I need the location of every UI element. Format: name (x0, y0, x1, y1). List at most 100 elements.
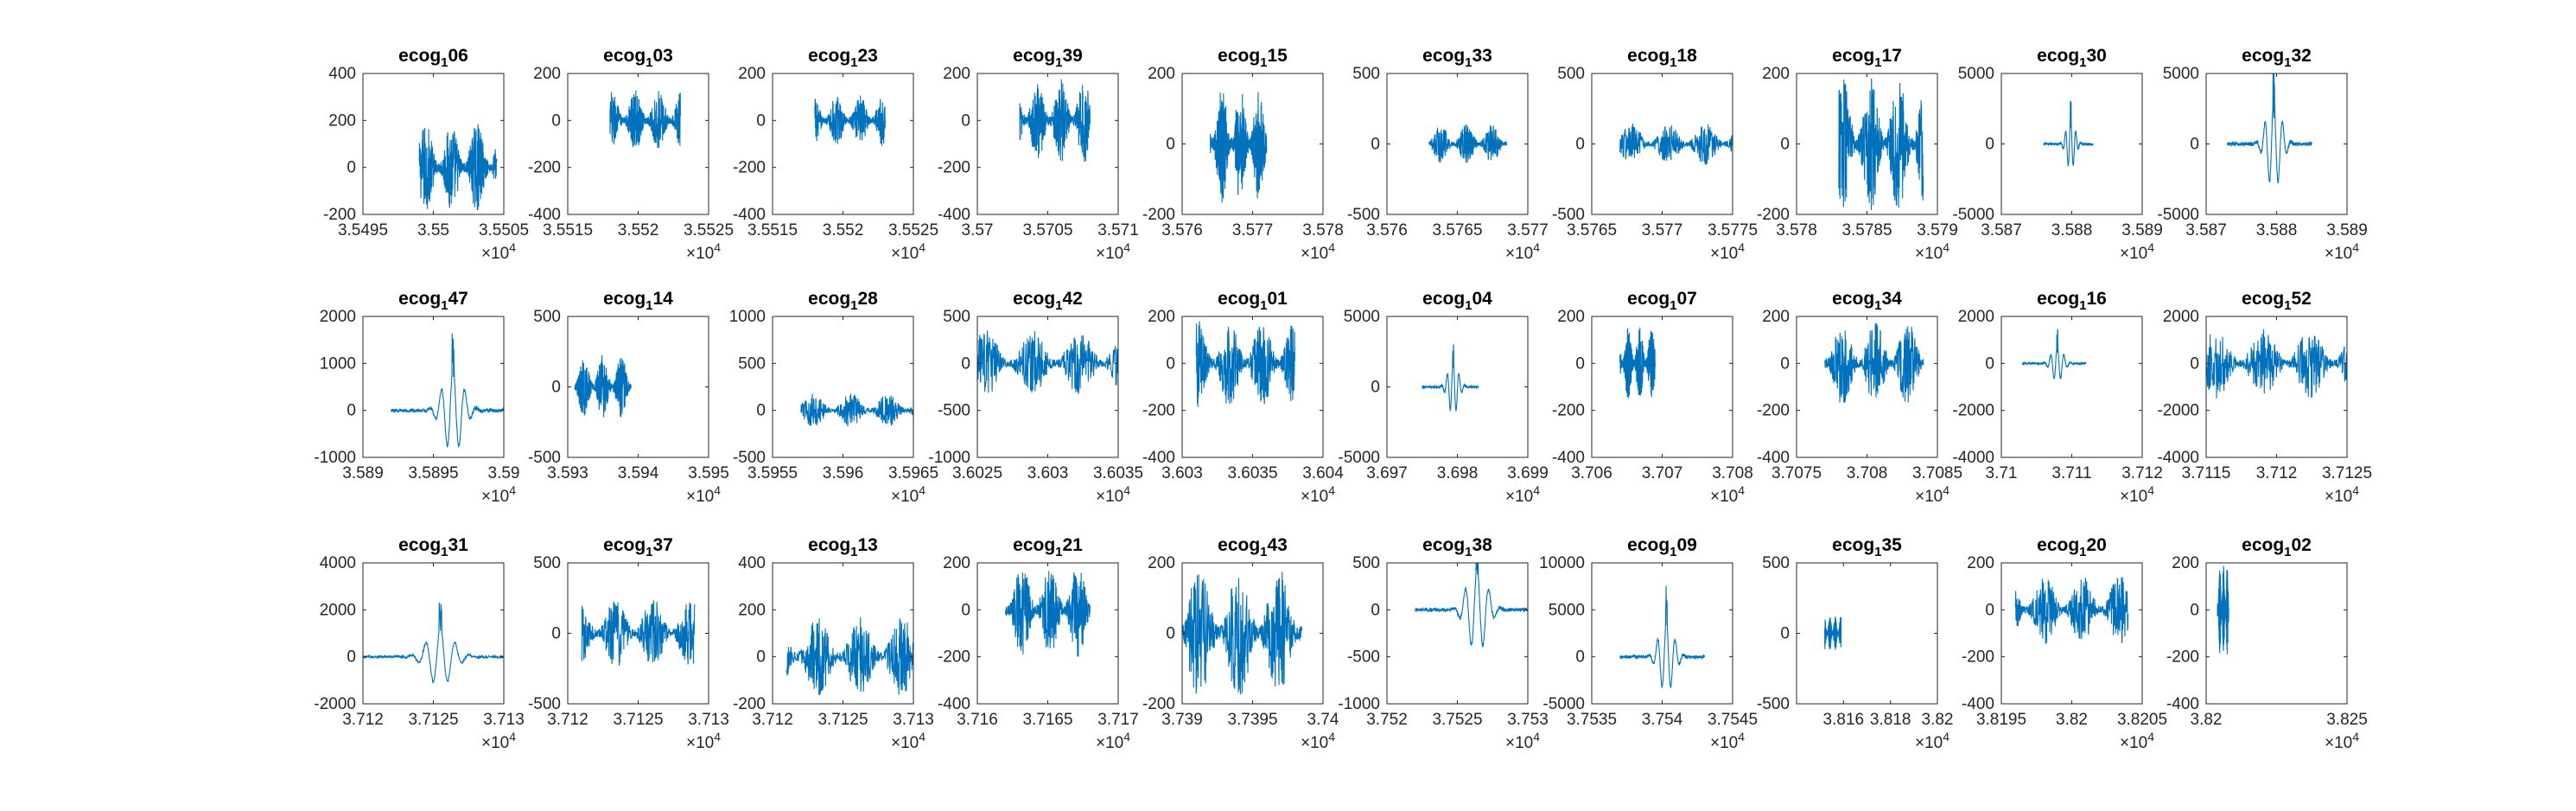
y-tick-label: 2000 (320, 601, 356, 619)
x-exponent-label: ×104 (481, 240, 516, 263)
subplot-20: ecog120 -400 -200 0 200 3.8195 3.82 3.8205×104 (1962, 535, 2167, 752)
x-tick-label: 3.71 (1986, 464, 2018, 482)
x-tick-label: 3.825 (2326, 711, 2368, 729)
subplot-title: ecog106 (398, 46, 468, 70)
y-tick-label: 5000 (1344, 308, 1380, 326)
subplot-title: ecog102 (2242, 535, 2312, 559)
subplot-07: ecog107 -400 -200 0 200 3.706 3.707 3.708×104 (1552, 289, 1753, 506)
y-tick-label: -200 (323, 206, 356, 224)
subplot-28: ecog128 -500 0 500 1000 3.5955 3.596 3.5965×104 (729, 289, 938, 506)
x-tick-label: 3.7075 (1771, 464, 1822, 482)
y-tick-label: 0 (1985, 601, 1994, 619)
x-exponent-label: ×104 (1915, 483, 1949, 506)
subplot-title: ecog104 (1422, 289, 1492, 313)
signal-trace (581, 600, 696, 666)
y-tick-label: -500 (528, 449, 561, 467)
signal-trace (1824, 322, 1924, 403)
x-tick-label: 3.82 (2056, 711, 2088, 729)
x-exponent-label: ×104 (2325, 240, 2359, 263)
y-tick-label: 0 (1780, 354, 1790, 373)
subplot-03: ecog103 -400 -200 0 200 3.5515 3.552 3.5525×104 (528, 46, 734, 263)
y-tick-label: -200 (1757, 402, 1790, 420)
y-tick-label: 500 (533, 308, 561, 326)
subplot-title: ecog123 (808, 46, 878, 70)
y-tick-label: 200 (738, 601, 766, 619)
x-exponent-label: ×104 (481, 483, 516, 506)
x-exponent-label: ×104 (1096, 730, 1130, 752)
y-tick-label: -200 (938, 648, 970, 667)
signal-trace (1619, 123, 1733, 165)
subplot-title: ecog117 (1832, 46, 1902, 70)
x-tick-label: 3.739 (1161, 711, 1203, 729)
subplot-title: ecog107 (1627, 289, 1697, 313)
x-tick-label: 3.578 (1776, 221, 1817, 239)
y-tick-label: 0 (1575, 136, 1585, 154)
x-exponent-label: ×104 (1096, 483, 1130, 506)
y-tick-label: 200 (943, 554, 970, 572)
subplot-18: ecog118 -500 0 500 3.5765 3.577 3.5775×104 (1552, 46, 1758, 263)
signal-trace (786, 616, 913, 695)
x-exponent-label: ×104 (686, 730, 721, 752)
x-tick-label: 3.7125 (2322, 464, 2372, 482)
y-tick-label: 0 (2190, 354, 2199, 373)
subplot-title: ecog138 (1422, 535, 1492, 559)
y-tick-label: 200 (738, 65, 766, 83)
x-tick-label: 3.816 (1823, 711, 1865, 729)
subplot-31: ecog131 -2000 0 2000 4000 3.712 3.7125 3.713×10… (314, 535, 524, 752)
x-tick-label: 3.7525 (1432, 711, 1482, 729)
subplot-title: ecog134 (1832, 289, 1902, 313)
y-tick-label: -400 (528, 206, 561, 224)
y-tick-label: -500 (1552, 206, 1585, 224)
axes-box (2205, 562, 2348, 705)
x-tick-label: 3.589 (2326, 221, 2368, 239)
signal-trace (1005, 571, 1091, 657)
y-tick-label: 0 (756, 112, 766, 130)
x-tick-label: 3.7125 (817, 711, 868, 729)
y-tick-label: -400 (733, 206, 766, 224)
y-tick-label: -200 (733, 159, 766, 177)
y-tick-label: 0 (551, 379, 561, 397)
x-tick-label: 3.707 (1642, 464, 1683, 482)
x-tick-label: 3.713 (688, 711, 729, 729)
x-tick-label: 3.5965 (888, 464, 938, 482)
y-tick-label: 0 (1985, 354, 1994, 373)
x-tick-label: 3.712 (752, 711, 793, 729)
y-tick-label: -200 (1142, 402, 1175, 420)
y-tick-label: 0 (1985, 136, 1994, 154)
x-tick-label: 3.5895 (408, 464, 458, 482)
subplot-34: ecog134 -400 -200 0 200 3.7075 3.708 3.7085×104 (1757, 289, 1962, 506)
x-exponent-label: ×104 (2325, 730, 2359, 752)
y-tick-label: 500 (943, 308, 970, 326)
y-tick-label: -500 (1757, 695, 1790, 713)
signal-trace (363, 602, 504, 685)
x-tick-label: 3.5705 (1022, 221, 1072, 239)
x-tick-label: 3.5525 (684, 221, 734, 239)
y-tick-label: -2000 (1952, 402, 1994, 420)
y-tick-label: 500 (1352, 65, 1380, 83)
x-tick-label: 3.5515 (747, 221, 798, 239)
y-tick-label: 0 (2190, 136, 2199, 154)
subplot-42: ecog142 -1000 -500 0 500 3.6025 3.603 3.6035×10… (928, 289, 1143, 506)
x-tick-label: 3.576 (1161, 221, 1203, 239)
y-tick-label: 500 (1352, 554, 1380, 572)
y-tick-label: -5000 (1952, 206, 1994, 224)
y-tick-label: 200 (1148, 308, 1175, 326)
x-tick-label: 3.5955 (747, 464, 798, 482)
y-tick-label: -200 (733, 695, 766, 713)
y-tick-label: 10000 (1539, 554, 1585, 572)
y-tick-label: 2000 (320, 308, 356, 326)
subplot-01: ecog101 -400 -200 0 200 3.603 3.6035 3.604×104 (1142, 289, 1344, 506)
subplot-52: ecog152 -4000 -2000 0 2000 3.7115 3.712 3.7125×… (2157, 289, 2372, 506)
subplot-title: ecog128 (808, 289, 878, 313)
x-exponent-label: ×104 (1301, 730, 1335, 752)
subplot-title: ecog132 (2242, 46, 2312, 70)
y-tick-label: -400 (2166, 695, 2199, 713)
x-tick-label: 3.603 (1161, 464, 1203, 482)
subplot-title: ecog137 (603, 535, 673, 559)
x-tick-label: 3.712 (342, 711, 384, 729)
x-tick-label: 3.712 (547, 711, 588, 729)
y-tick-label: -500 (528, 695, 561, 713)
x-tick-label: 3.7545 (1708, 711, 1758, 729)
subplot-02: ecog102 -400 -200 0 200 3.82 3.825×104 (2166, 535, 2368, 752)
x-tick-label: 3.82 (1922, 711, 1954, 729)
